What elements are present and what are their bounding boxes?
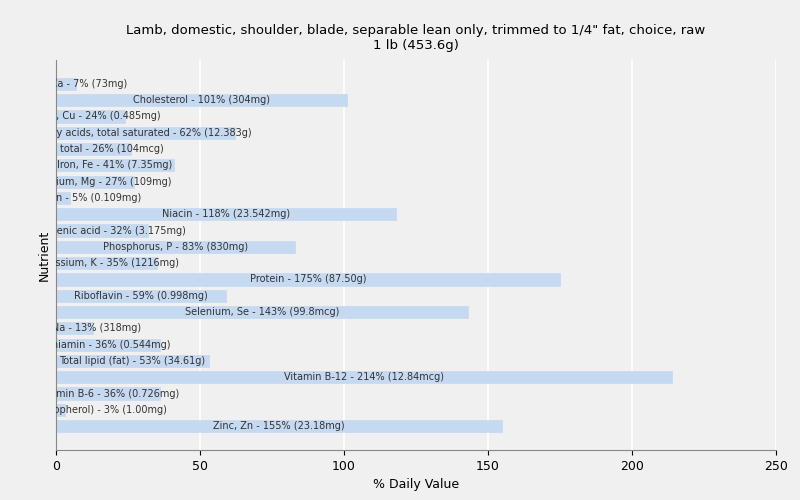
Y-axis label: Nutrient: Nutrient xyxy=(38,230,50,280)
Bar xyxy=(56,257,157,270)
Bar xyxy=(56,355,209,367)
Bar xyxy=(56,159,174,172)
Text: Magnesium, Mg - 27% (109mg): Magnesium, Mg - 27% (109mg) xyxy=(18,176,172,186)
Text: Pantothenic acid - 32% (3.175mg): Pantothenic acid - 32% (3.175mg) xyxy=(18,226,186,235)
Bar xyxy=(56,388,160,400)
Bar xyxy=(56,338,160,351)
Bar xyxy=(56,176,134,188)
Bar xyxy=(56,78,76,90)
Text: Phosphorus, P - 83% (830mg): Phosphorus, P - 83% (830mg) xyxy=(103,242,248,252)
Bar xyxy=(56,143,131,155)
Text: Calcium, Ca - 7% (73mg): Calcium, Ca - 7% (73mg) xyxy=(5,79,127,89)
Bar xyxy=(56,240,295,253)
Text: Vitamin B-12 - 214% (12.84mcg): Vitamin B-12 - 214% (12.84mcg) xyxy=(284,372,444,382)
Bar xyxy=(56,404,65,416)
Bar xyxy=(56,224,148,236)
Bar xyxy=(56,208,396,220)
Text: Vitamin B-6 - 36% (0.726mg): Vitamin B-6 - 36% (0.726mg) xyxy=(37,388,179,398)
Bar xyxy=(56,94,347,106)
Text: Sodium, Na - 13% (318mg): Sodium, Na - 13% (318mg) xyxy=(9,324,141,334)
X-axis label: % Daily Value: % Daily Value xyxy=(373,478,459,492)
Text: Zinc, Zn - 155% (23.18mg): Zinc, Zn - 155% (23.18mg) xyxy=(214,421,345,431)
Bar xyxy=(56,420,502,432)
Text: Riboflavin - 59% (0.998mg): Riboflavin - 59% (0.998mg) xyxy=(74,291,208,301)
Bar xyxy=(56,126,234,139)
Text: Total lipid (fat) - 53% (34.61g): Total lipid (fat) - 53% (34.61g) xyxy=(59,356,206,366)
Text: Protein - 175% (87.50g): Protein - 175% (87.50g) xyxy=(250,274,366,284)
Bar xyxy=(56,322,94,334)
Bar xyxy=(56,371,672,384)
Text: Manganese, Mn - 5% (0.109mg): Manganese, Mn - 5% (0.109mg) xyxy=(0,193,142,203)
Text: Thiamin - 36% (0.544mg): Thiamin - 36% (0.544mg) xyxy=(46,340,170,349)
Bar xyxy=(56,274,560,285)
Text: Fatty acids, total saturated - 62% (12.383g): Fatty acids, total saturated - 62% (12.3… xyxy=(38,128,252,138)
Text: Niacin - 118% (23.542mg): Niacin - 118% (23.542mg) xyxy=(162,209,290,219)
Text: Iron, Fe - 41% (7.35mg): Iron, Fe - 41% (7.35mg) xyxy=(58,160,173,170)
Text: Vitamin E (alpha-tocopherol) - 3% (1.00mg): Vitamin E (alpha-tocopherol) - 3% (1.00m… xyxy=(0,405,166,415)
Text: Potassium, K - 35% (1216mg): Potassium, K - 35% (1216mg) xyxy=(34,258,179,268)
Title: Lamb, domestic, shoulder, blade, separable lean only, trimmed to 1/4" fat, choic: Lamb, domestic, shoulder, blade, separab… xyxy=(126,24,706,52)
Bar xyxy=(56,110,125,122)
Bar xyxy=(56,290,226,302)
Text: Folate, total - 26% (104mcg): Folate, total - 26% (104mcg) xyxy=(23,144,163,154)
Bar xyxy=(56,192,70,204)
Text: Copper, Cu - 24% (0.485mg): Copper, Cu - 24% (0.485mg) xyxy=(21,112,160,122)
Bar xyxy=(56,306,468,318)
Text: Selenium, Se - 143% (99.8mcg): Selenium, Se - 143% (99.8mcg) xyxy=(185,307,339,317)
Text: Cholesterol - 101% (304mg): Cholesterol - 101% (304mg) xyxy=(133,95,270,105)
